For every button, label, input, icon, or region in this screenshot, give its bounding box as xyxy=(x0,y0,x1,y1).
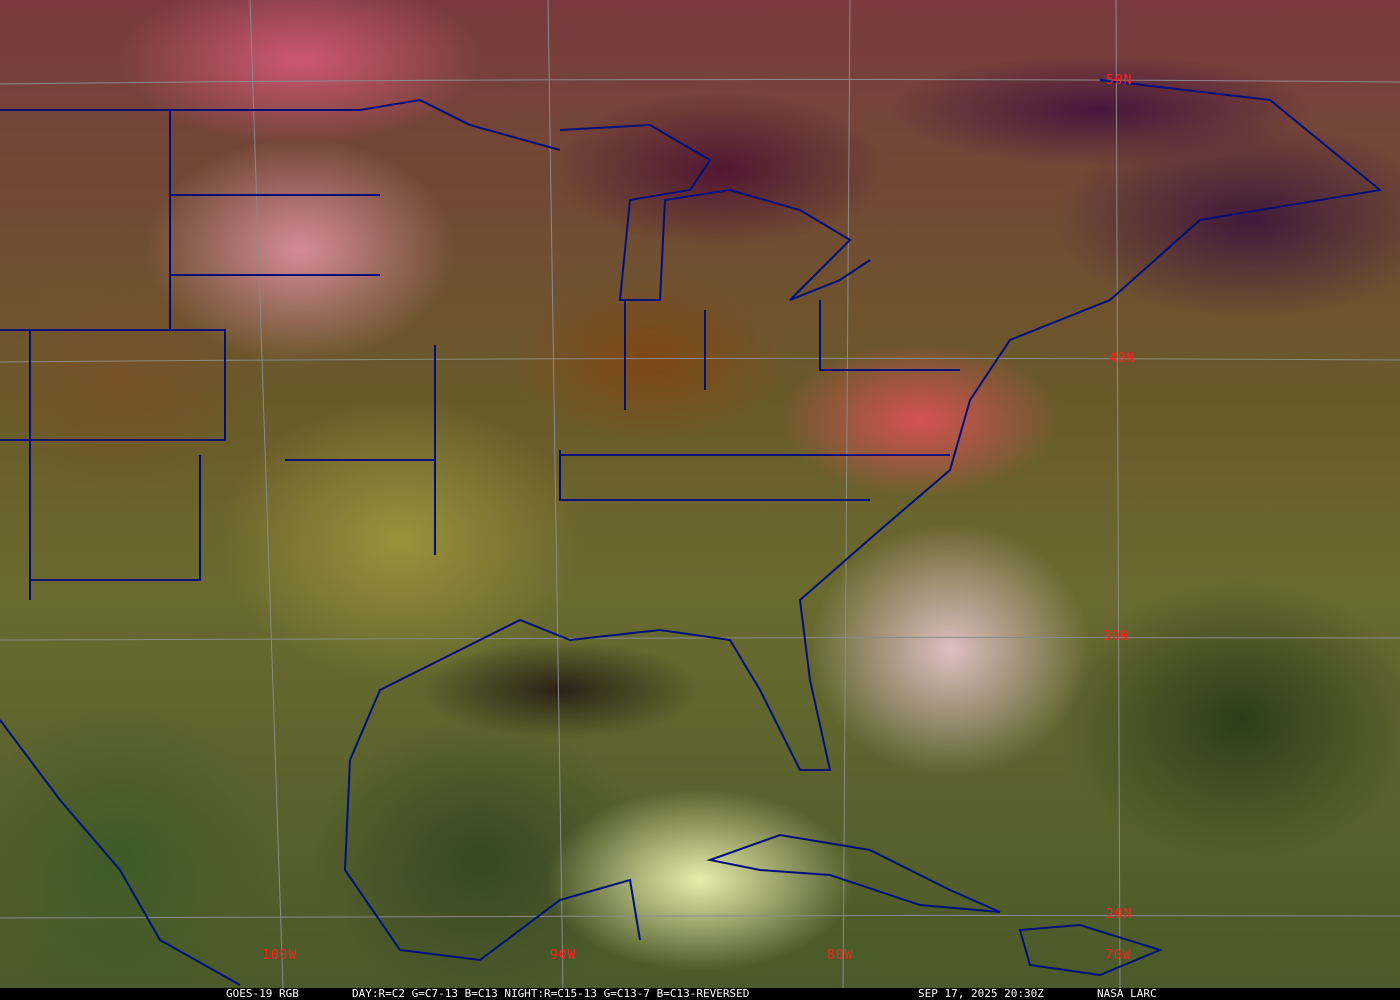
grid-line-50n xyxy=(0,78,1400,85)
east-coast xyxy=(343,79,1383,962)
west-gulf-of-california xyxy=(0,719,241,986)
hispaniola xyxy=(1018,923,1163,977)
grid-line-40n xyxy=(0,357,1400,363)
caption-source: NASA LARC xyxy=(1097,987,1157,1000)
caption-datetime: SEP 17, 2025 20:30Z xyxy=(918,987,1044,1000)
lat-label-50n: 50N xyxy=(1106,73,1133,88)
lat-label-20n: 20N xyxy=(1106,907,1133,922)
lat-label-40n: 40N xyxy=(1109,351,1136,366)
lon-label-100w: 100W xyxy=(262,948,298,963)
grid-line-30n xyxy=(0,636,1400,641)
grid-line-100w xyxy=(249,0,284,988)
us-canada-border xyxy=(0,98,561,151)
grid-line-80w xyxy=(842,0,851,988)
lon-label-80w: 80W xyxy=(827,948,854,963)
grid-line-70w xyxy=(1115,0,1121,988)
caption-satellite: GOES-19 RGB xyxy=(226,987,299,1000)
image-caption-bar: GOES-19 RGB DAY:R=C2 G=C7-13 B=C13 NIGHT… xyxy=(0,988,1400,1000)
coastlines-and-borders xyxy=(0,79,1383,986)
lat-label-30n: 30N xyxy=(1103,629,1130,644)
grid-line-90w xyxy=(547,0,564,988)
great-lakes xyxy=(559,123,871,301)
lon-label-70w: 70W xyxy=(1105,948,1132,963)
us-state-borders xyxy=(0,110,960,600)
cuba xyxy=(706,833,1001,913)
grid-line-20n xyxy=(0,914,1400,919)
lon-label-90w: 90W xyxy=(550,948,577,963)
caption-recipe: DAY:R=C2 G=C7-13 B=C13 NIGHT:R=C15-13 G=… xyxy=(352,987,750,1000)
